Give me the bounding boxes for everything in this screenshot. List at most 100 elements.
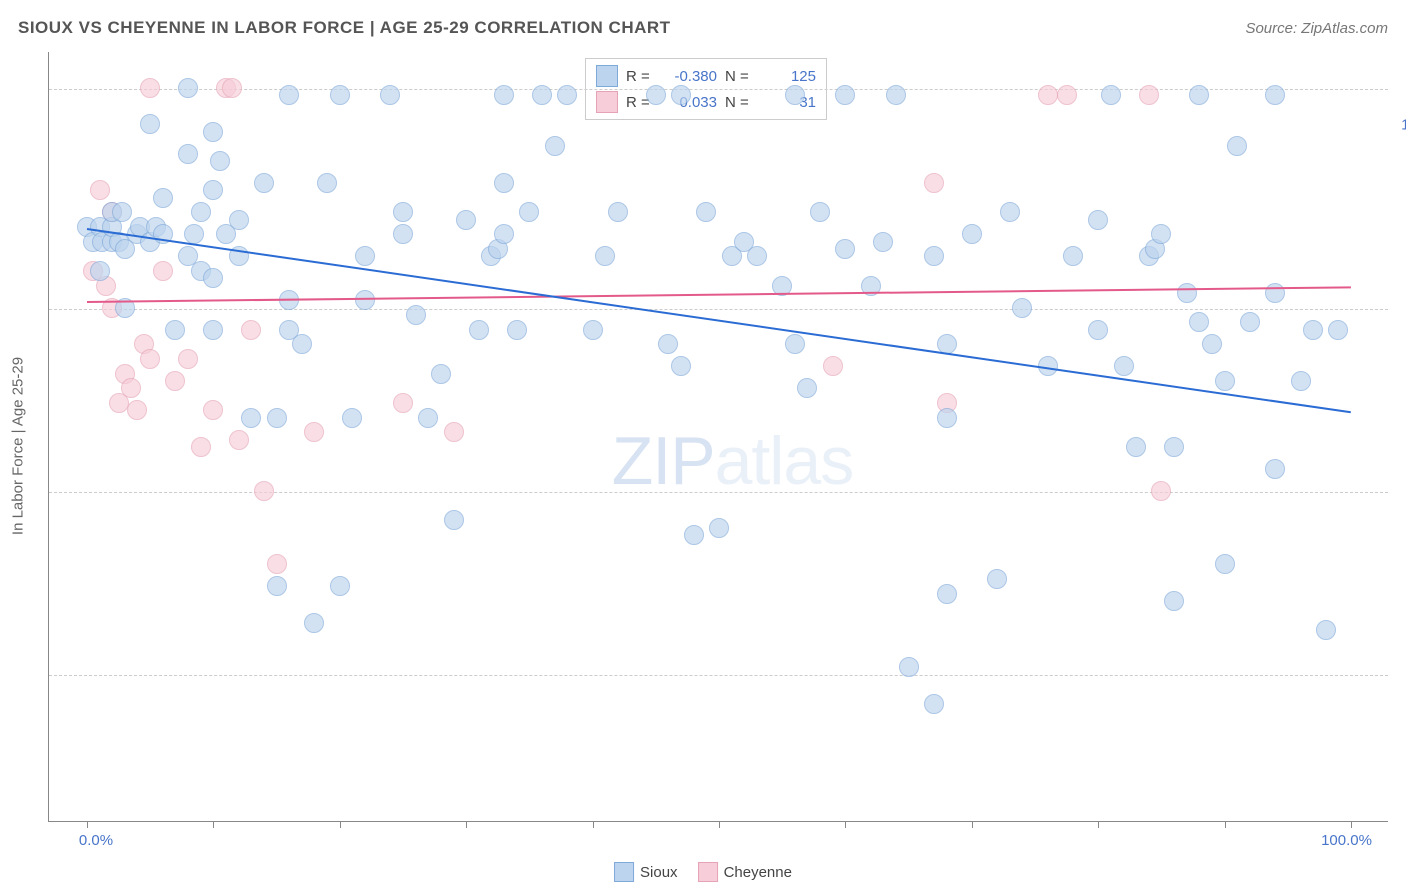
chart-title: SIOUX VS CHEYENNE IN LABOR FORCE | AGE 2… bbox=[18, 18, 671, 38]
sioux-point bbox=[608, 202, 628, 222]
sioux-point bbox=[924, 246, 944, 266]
sioux-point bbox=[583, 320, 603, 340]
cheyenne-point bbox=[254, 481, 274, 501]
sioux-point bbox=[1215, 371, 1235, 391]
sioux-point bbox=[304, 613, 324, 633]
sioux-point bbox=[899, 657, 919, 677]
cheyenne-point bbox=[823, 356, 843, 376]
watermark-bold: ZIP bbox=[612, 423, 715, 499]
sioux-swatch bbox=[596, 65, 618, 87]
sioux-point bbox=[835, 85, 855, 105]
sioux-point bbox=[797, 378, 817, 398]
sioux-point bbox=[1000, 202, 1020, 222]
cheyenne-swatch bbox=[596, 91, 618, 113]
sioux-point bbox=[962, 224, 982, 244]
sioux-point bbox=[873, 232, 893, 252]
sioux-point bbox=[494, 85, 514, 105]
x-tick bbox=[1351, 821, 1352, 828]
y-tick-label: 50.0% bbox=[1392, 484, 1406, 501]
sioux-point bbox=[184, 224, 204, 244]
sioux-point bbox=[987, 569, 1007, 589]
x-tick-label: 100.0% bbox=[1321, 832, 1372, 849]
sioux-swatch bbox=[614, 862, 634, 882]
scatter-plot-area: ZIPatlas R =-0.380N =125R =0.033N =31 25… bbox=[48, 52, 1388, 822]
sioux-point bbox=[595, 246, 615, 266]
sioux-point bbox=[1088, 210, 1108, 230]
cheyenne-point bbox=[140, 78, 160, 98]
sioux-point bbox=[1189, 312, 1209, 332]
cheyenne-swatch bbox=[698, 862, 718, 882]
x-tick bbox=[87, 821, 88, 828]
sioux-point bbox=[90, 261, 110, 281]
x-tick bbox=[972, 821, 973, 828]
sioux-point bbox=[557, 85, 577, 105]
sioux-point bbox=[1215, 554, 1235, 574]
sioux-point bbox=[1012, 298, 1032, 318]
cheyenne-point bbox=[140, 349, 160, 369]
legend-item-sioux: Sioux bbox=[614, 862, 678, 882]
cheyenne-point bbox=[121, 378, 141, 398]
sioux-point bbox=[330, 576, 350, 596]
sioux-point bbox=[342, 408, 362, 428]
sioux-point bbox=[210, 151, 230, 171]
sioux-point bbox=[696, 202, 716, 222]
sioux-point bbox=[684, 525, 704, 545]
sioux-point bbox=[203, 122, 223, 142]
sioux-point bbox=[418, 408, 438, 428]
watermark: ZIPatlas bbox=[612, 422, 853, 500]
n-label: N = bbox=[725, 94, 753, 111]
sioux-point bbox=[1151, 224, 1171, 244]
cheyenne-trendline bbox=[87, 287, 1351, 304]
gridline bbox=[49, 675, 1388, 676]
sioux-point bbox=[431, 364, 451, 384]
y-tick-label: 75.0% bbox=[1392, 300, 1406, 317]
sioux-point bbox=[469, 320, 489, 340]
cheyenne-point bbox=[1038, 85, 1058, 105]
sioux-point bbox=[112, 202, 132, 222]
gridline bbox=[49, 492, 1388, 493]
sioux-point bbox=[317, 173, 337, 193]
sioux-legend-label: Sioux bbox=[640, 864, 678, 881]
sioux-point bbox=[835, 239, 855, 259]
sioux-point bbox=[1328, 320, 1348, 340]
r-value: -0.380 bbox=[662, 68, 717, 85]
sioux-point bbox=[1291, 371, 1311, 391]
sioux-point bbox=[494, 224, 514, 244]
cheyenne-point bbox=[444, 422, 464, 442]
sioux-point bbox=[241, 408, 261, 428]
cheyenne-point bbox=[267, 554, 287, 574]
sioux-point bbox=[532, 85, 552, 105]
sioux-point bbox=[545, 136, 565, 156]
n-label: N = bbox=[725, 68, 753, 85]
sioux-point bbox=[1088, 320, 1108, 340]
sioux-point bbox=[292, 334, 312, 354]
gridline bbox=[49, 309, 1388, 310]
sioux-point bbox=[330, 85, 350, 105]
x-tick bbox=[593, 821, 594, 828]
sioux-point bbox=[1177, 283, 1197, 303]
cheyenne-point bbox=[1057, 85, 1077, 105]
cheyenne-point bbox=[1151, 481, 1171, 501]
sioux-point bbox=[444, 510, 464, 530]
sioux-point bbox=[393, 202, 413, 222]
cheyenne-point bbox=[178, 349, 198, 369]
sioux-point bbox=[380, 85, 400, 105]
x-tick bbox=[213, 821, 214, 828]
sioux-point bbox=[671, 356, 691, 376]
y-tick-label: 25.0% bbox=[1392, 667, 1406, 684]
sioux-point bbox=[1101, 85, 1121, 105]
x-tick bbox=[1225, 821, 1226, 828]
sioux-point bbox=[1164, 591, 1184, 611]
x-tick bbox=[340, 821, 341, 828]
sioux-point bbox=[519, 202, 539, 222]
legend-row-cheyenne: R =0.033N =31 bbox=[596, 89, 816, 115]
x-tick bbox=[845, 821, 846, 828]
sioux-point bbox=[709, 518, 729, 538]
r-label: R = bbox=[626, 68, 654, 85]
sioux-point bbox=[1265, 459, 1285, 479]
sioux-point bbox=[1303, 320, 1323, 340]
legend-row-sioux: R =-0.380N =125 bbox=[596, 63, 816, 89]
sioux-point bbox=[658, 334, 678, 354]
sioux-point bbox=[507, 320, 527, 340]
y-axis-label: In Labor Force | Age 25-29 bbox=[10, 357, 27, 535]
